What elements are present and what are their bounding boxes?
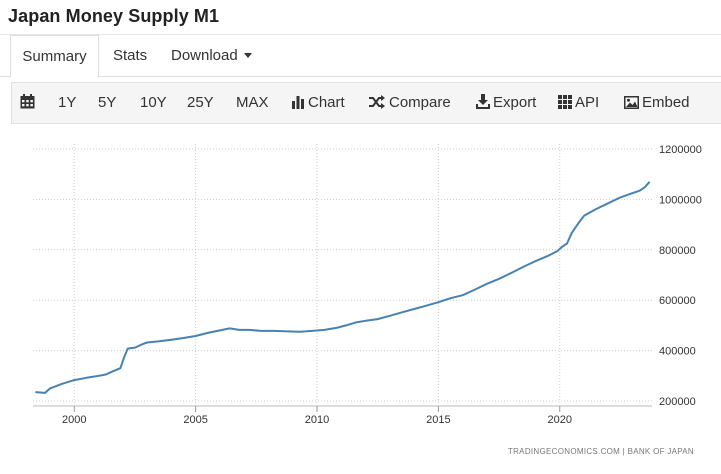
y-tick-label: 1000000 bbox=[659, 194, 702, 206]
y-tick-label: 800000 bbox=[659, 245, 696, 257]
money-supply-chart: 200000 400000 600000 800000 1000000 1200000 20… bbox=[33, 144, 702, 456]
embed-button[interactable]: Embed bbox=[624, 83, 690, 123]
tab-bar: Summary Stats Download bbox=[0, 35, 721, 78]
y-tick-label: 400000 bbox=[659, 346, 696, 358]
shuffle-icon bbox=[369, 95, 385, 109]
export-button[interactable]: Export bbox=[476, 83, 536, 123]
chart-type-button[interactable]: Chart bbox=[291, 83, 345, 123]
range-10y-button[interactable]: 10Y bbox=[140, 94, 167, 111]
x-tick-label: 2010 bbox=[305, 414, 329, 426]
tab-stats-label: Stats bbox=[113, 47, 148, 64]
chart-type-label: Chart bbox=[308, 94, 345, 111]
bar-chart-icon bbox=[292, 96, 304, 109]
y-tick-label: 600000 bbox=[659, 295, 696, 307]
page-title: Japan Money Supply M1 bbox=[8, 6, 220, 26]
api-button[interactable]: API bbox=[558, 83, 599, 123]
tab-summary[interactable]: Summary bbox=[10, 35, 99, 78]
api-label: API bbox=[575, 94, 600, 111]
y-tick-label: 200000 bbox=[659, 396, 696, 408]
tab-download[interactable]: Download bbox=[171, 35, 252, 77]
range-max-button[interactable]: MAX bbox=[236, 94, 269, 111]
chart-area: 200000 400000 600000 800000 1000000 1200000 20… bbox=[0, 125, 721, 474]
grid-icon bbox=[558, 95, 572, 109]
title-divider bbox=[0, 34, 721, 35]
export-label: Export bbox=[493, 94, 537, 111]
x-tick-label: 2005 bbox=[183, 414, 207, 426]
range-5y-button[interactable]: 5Y bbox=[98, 94, 117, 111]
compare-label: Compare bbox=[389, 94, 451, 111]
x-tick-label: 2020 bbox=[548, 414, 572, 426]
series-line bbox=[35, 181, 651, 394]
tab-summary-label: Summary bbox=[22, 48, 87, 65]
tab-stats[interactable]: Stats bbox=[113, 35, 147, 77]
source-label: TRADINGECONOMICS.COM | BANK OF JAPAN bbox=[508, 447, 694, 456]
tab-download-label: Download bbox=[171, 47, 238, 64]
calendar-icon bbox=[20, 94, 35, 109]
compare-button[interactable]: Compare bbox=[368, 83, 451, 123]
caret-down-icon bbox=[243, 52, 252, 58]
chart-toolbar: 1Y 5Y 10Y 25Y MAX Chart Compare Export A… bbox=[11, 82, 721, 124]
download-icon bbox=[476, 94, 490, 109]
x-tick-label: 2000 bbox=[62, 414, 86, 426]
y-tick-label: 1200000 bbox=[659, 144, 702, 156]
range-25y-button[interactable]: 25Y bbox=[187, 94, 214, 111]
range-1y-button[interactable]: 1Y bbox=[58, 94, 77, 111]
embed-label: Embed bbox=[642, 94, 690, 111]
calendar-button[interactable] bbox=[20, 83, 38, 123]
x-tick-label: 2015 bbox=[426, 414, 450, 426]
image-icon bbox=[624, 96, 639, 109]
